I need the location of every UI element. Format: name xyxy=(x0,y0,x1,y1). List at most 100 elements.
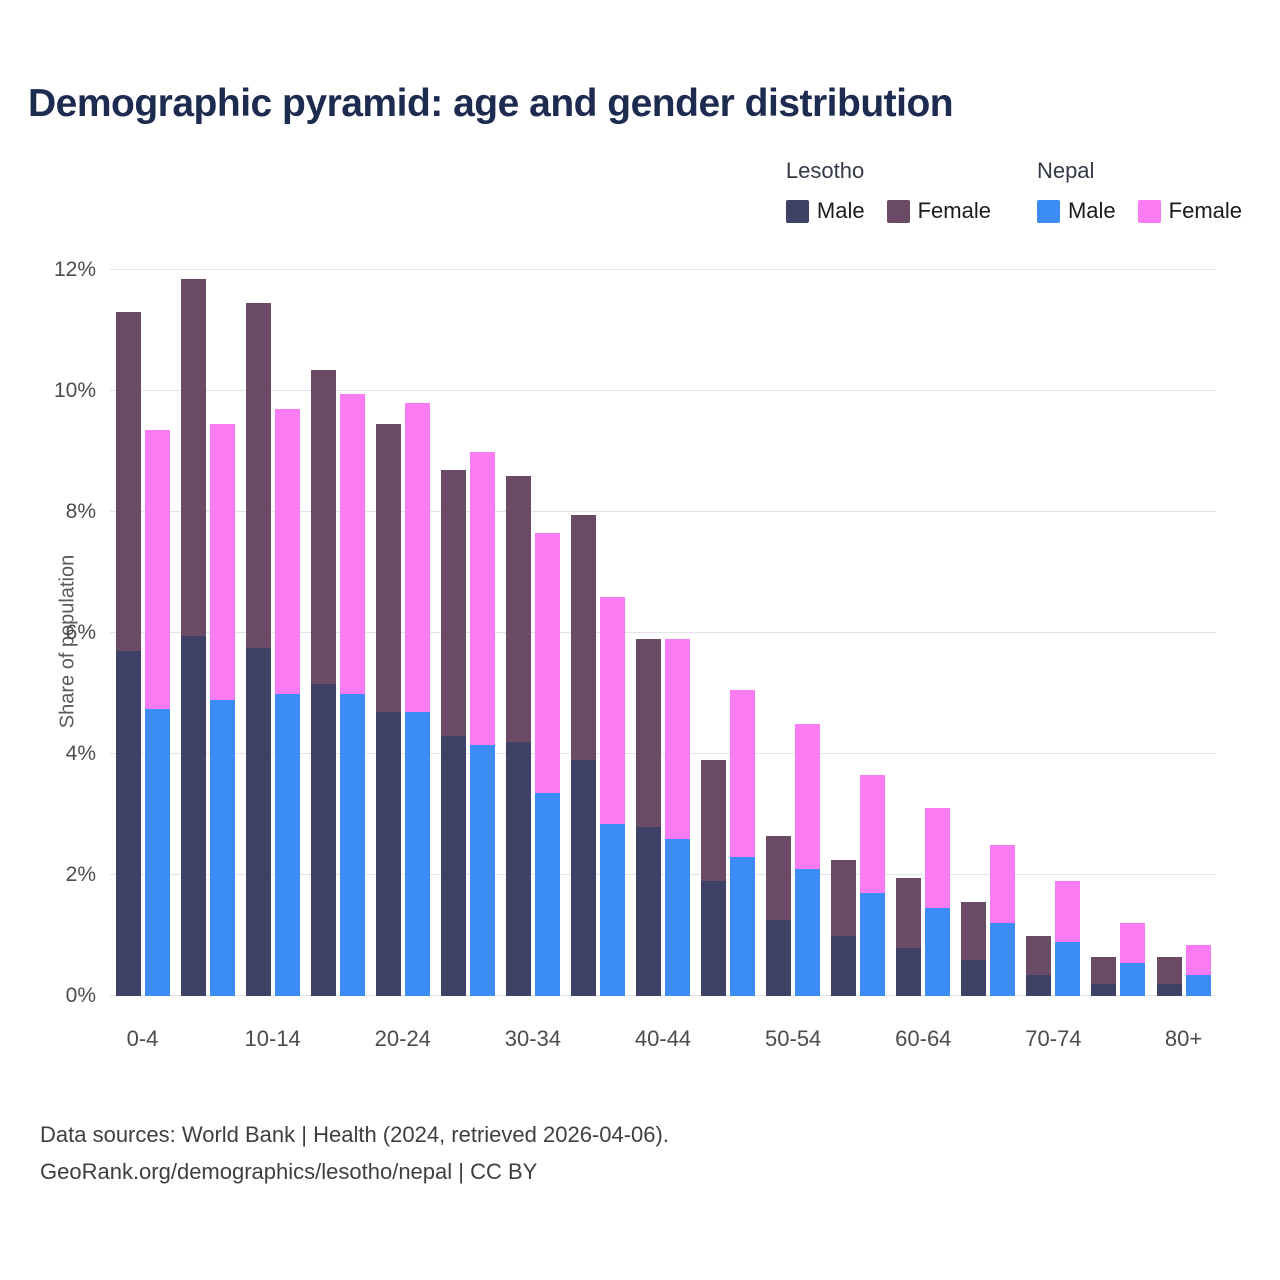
plot-area xyxy=(110,269,1216,996)
segment-nepal-male-30-34 xyxy=(534,793,560,996)
segment-nepal-female-20-24 xyxy=(404,403,430,712)
legend-label: Male xyxy=(1067,198,1116,223)
gridline-12 xyxy=(110,269,1216,270)
gridline-2 xyxy=(110,874,1216,875)
segment-nepal-female-15-19 xyxy=(339,394,365,694)
bar-group-35-39 xyxy=(565,270,630,996)
segment-lesotho-male-55-59 xyxy=(831,935,857,996)
segment-nepal-male-65-69 xyxy=(990,923,1016,996)
bar-group-15-19 xyxy=(305,270,370,996)
segment-lesotho-male-75-79 xyxy=(1091,983,1117,996)
segment-lesotho-female-20-24 xyxy=(375,424,401,712)
footer-attribution: GeoRank.org/demographics/lesotho/nepal |… xyxy=(40,1159,538,1184)
segment-nepal-male-75-79 xyxy=(1120,962,1146,996)
legend-item-lesotho-female: Female xyxy=(886,198,991,224)
bar-lesotho-65-69 xyxy=(961,270,987,996)
segment-lesotho-male-15-19 xyxy=(310,684,336,996)
segment-lesotho-male-50-54 xyxy=(766,920,792,996)
segment-nepal-male-10-14 xyxy=(274,693,300,996)
segment-lesotho-male-45-49 xyxy=(701,881,727,996)
x-tick-label-55-59 xyxy=(826,1026,891,1052)
segment-lesotho-female-25-29 xyxy=(440,469,466,736)
bar-lesotho-20-24 xyxy=(375,270,401,996)
segment-lesotho-male-70-74 xyxy=(1026,974,1052,996)
y-tick-label: 6% xyxy=(65,621,96,644)
segment-lesotho-female-65-69 xyxy=(961,902,987,960)
bar-nepal-15-19 xyxy=(339,270,365,996)
segment-lesotho-female-55-59 xyxy=(831,859,857,936)
segment-lesotho-male-30-34 xyxy=(505,741,531,996)
segment-nepal-female-75-79 xyxy=(1120,923,1146,963)
legend-label: Female xyxy=(1168,198,1242,223)
x-tick-label-30-34: 30-34 xyxy=(504,1026,562,1051)
bar-nepal-0-4 xyxy=(144,270,170,996)
segment-lesotho-male-60-64 xyxy=(896,947,922,996)
bar-lesotho-10-14 xyxy=(245,270,271,996)
bar-nepal-25-29 xyxy=(469,270,495,996)
segment-nepal-female-25-29 xyxy=(469,451,495,745)
segment-nepal-male-70-74 xyxy=(1055,941,1081,996)
gridline-6 xyxy=(110,632,1216,633)
gridline-0 xyxy=(110,995,1216,996)
segment-nepal-male-40-44 xyxy=(665,838,691,996)
bar-lesotho-70-74 xyxy=(1026,270,1052,996)
segment-lesotho-female-80+ xyxy=(1156,956,1182,984)
segment-nepal-male-25-29 xyxy=(469,744,495,996)
segment-nepal-male-50-54 xyxy=(795,868,821,996)
bar-lesotho-5-9 xyxy=(180,270,206,996)
x-tick-label-80+: 80+ xyxy=(1164,1026,1203,1051)
bar-group-45-49 xyxy=(696,270,761,996)
legend-country-label: Nepal xyxy=(1036,158,1095,183)
bar-group-55-59 xyxy=(826,270,891,996)
segment-nepal-male-0-4 xyxy=(144,708,170,996)
segment-nepal-male-35-39 xyxy=(599,823,625,996)
bar-lesotho-80+ xyxy=(1156,270,1182,996)
bar-nepal-65-69 xyxy=(990,270,1016,996)
y-tick-label: 10% xyxy=(53,379,96,402)
bar-lesotho-25-29 xyxy=(440,270,466,996)
x-tick-label-40-44: 40-44 xyxy=(634,1026,692,1051)
bar-group-75-79 xyxy=(1086,270,1151,996)
segment-lesotho-female-70-74 xyxy=(1026,935,1052,975)
x-tick-label-75-79 xyxy=(1086,1026,1151,1052)
segment-lesotho-male-20-24 xyxy=(375,711,401,996)
legend-group-nepal: Nepal Male Female xyxy=(1036,158,1242,224)
x-tick-label-0-4: 0-4 xyxy=(126,1026,159,1051)
bar-nepal-55-59 xyxy=(860,270,886,996)
bar-group-30-34 xyxy=(500,270,565,996)
bar-group-50-54 xyxy=(761,270,826,996)
segment-nepal-female-10-14 xyxy=(274,409,300,694)
bar-lesotho-0-4 xyxy=(115,270,141,996)
segment-lesotho-female-50-54 xyxy=(766,835,792,921)
x-tick-label-20-24: 20-24 xyxy=(374,1026,431,1051)
bar-group-10-14 xyxy=(240,270,305,996)
segment-nepal-female-55-59 xyxy=(860,775,886,894)
segment-lesotho-female-75-79 xyxy=(1091,956,1117,984)
x-tick-label-35-39 xyxy=(565,1026,630,1052)
segment-lesotho-male-35-39 xyxy=(570,760,596,996)
bar-group-70-74 xyxy=(1021,270,1086,996)
y-tick-label: 8% xyxy=(65,500,96,523)
segment-nepal-female-5-9 xyxy=(209,424,235,700)
bar-group-25-29 xyxy=(435,270,500,996)
segment-nepal-male-80+ xyxy=(1185,974,1211,996)
footer: Data sources: World Bank | Health (2024,… xyxy=(40,1116,669,1190)
segment-nepal-female-50-54 xyxy=(795,723,821,869)
segment-lesotho-male-0-4 xyxy=(115,651,141,996)
y-tick-label: 4% xyxy=(65,742,96,765)
x-tick-label-5-9 xyxy=(175,1026,240,1052)
bar-lesotho-15-19 xyxy=(310,270,336,996)
segment-lesotho-female-30-34 xyxy=(505,475,531,742)
segment-nepal-female-45-49 xyxy=(730,690,756,857)
segment-lesotho-female-15-19 xyxy=(310,369,336,685)
legend-country-label: Lesotho xyxy=(785,158,865,183)
segment-lesotho-male-40-44 xyxy=(636,826,662,996)
legend-label: Female xyxy=(917,198,991,223)
legend-item-nepal-male: Male xyxy=(1036,198,1116,224)
x-axis-tick-labels: 0-4 10-14 20-24 30-34 40-44 50-54 60-64 70-74 80… xyxy=(110,1026,1216,1052)
legend-item-lesotho-male: Male xyxy=(785,198,865,224)
segment-lesotho-male-25-29 xyxy=(440,735,466,996)
legend-swatch-nepal-male xyxy=(1036,199,1060,223)
bar-nepal-80+ xyxy=(1185,270,1211,996)
